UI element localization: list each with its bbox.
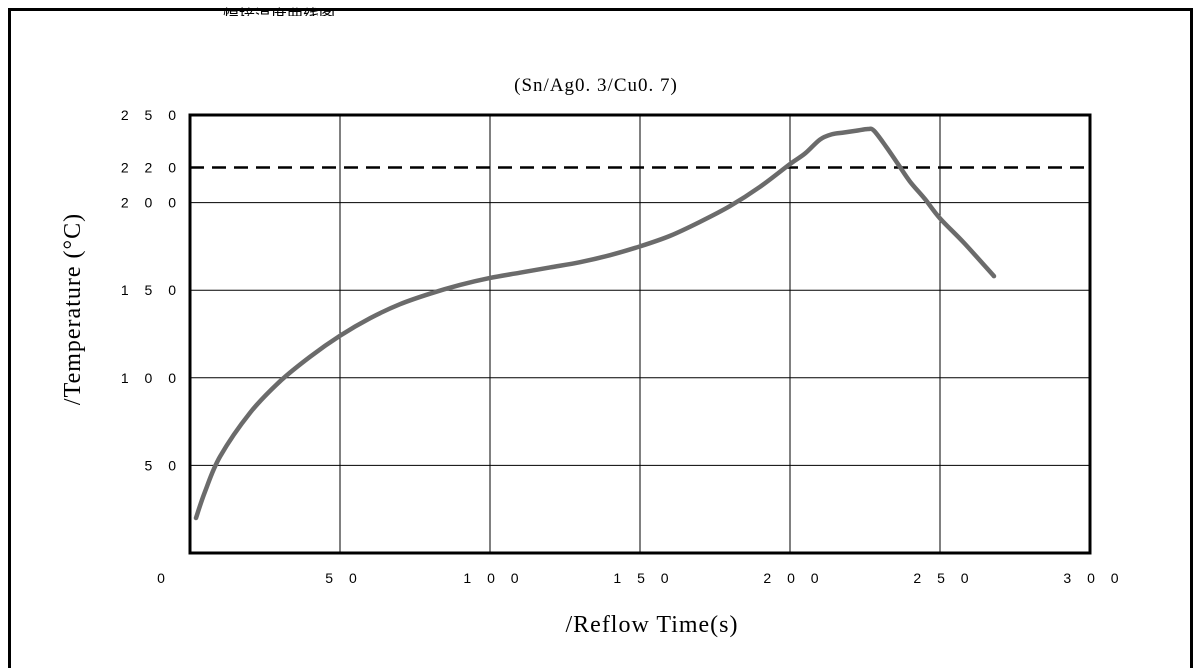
y-tick-label-200: 2 0 0 bbox=[121, 195, 182, 211]
x-axis-label: /Reflow Time(s) bbox=[565, 612, 738, 638]
axes-layer bbox=[188, 113, 1092, 555]
x-tick-label-300: 3 0 0 bbox=[1063, 570, 1124, 586]
figure-frame: 焊接温度曲线图 bbox=[8, 8, 1193, 668]
tick-label-layer: 5 0 1 0 0 1 5 0 2 0 0 2 5 0 3 0 0 5 0 1 0 0 1 5 … bbox=[121, 107, 1124, 586]
plot-border bbox=[188, 113, 1092, 555]
chart-title: (Sn/Ag0. 3/Cu0. 7) bbox=[514, 75, 678, 96]
x-tick-label-150: 1 5 0 bbox=[613, 570, 674, 586]
y-tick-label-150: 1 5 0 bbox=[121, 282, 182, 298]
series-line-0 bbox=[193, 126, 997, 521]
x-tick-label-200: 2 0 0 bbox=[763, 570, 824, 586]
x-tick-label-100: 1 0 0 bbox=[463, 570, 524, 586]
reference-line-label-220: 2 2 0 bbox=[121, 160, 182, 176]
y-tick-label-250: 2 5 0 bbox=[121, 107, 182, 123]
grid-layer bbox=[190, 115, 1090, 553]
x-tick-label-250: 2 5 0 bbox=[913, 570, 974, 586]
y-tick-label-100: 1 0 0 bbox=[121, 370, 182, 386]
x-tick-label-50: 5 0 bbox=[325, 570, 362, 586]
origin-tick-label: 0 bbox=[157, 570, 171, 586]
y-axis-label: /Temperature (°C) bbox=[60, 213, 86, 405]
y-tick-label-50: 5 0 bbox=[145, 457, 182, 473]
cropped-caption-text: 焊接温度曲线图 bbox=[223, 2, 463, 16]
series-layer bbox=[193, 126, 997, 521]
